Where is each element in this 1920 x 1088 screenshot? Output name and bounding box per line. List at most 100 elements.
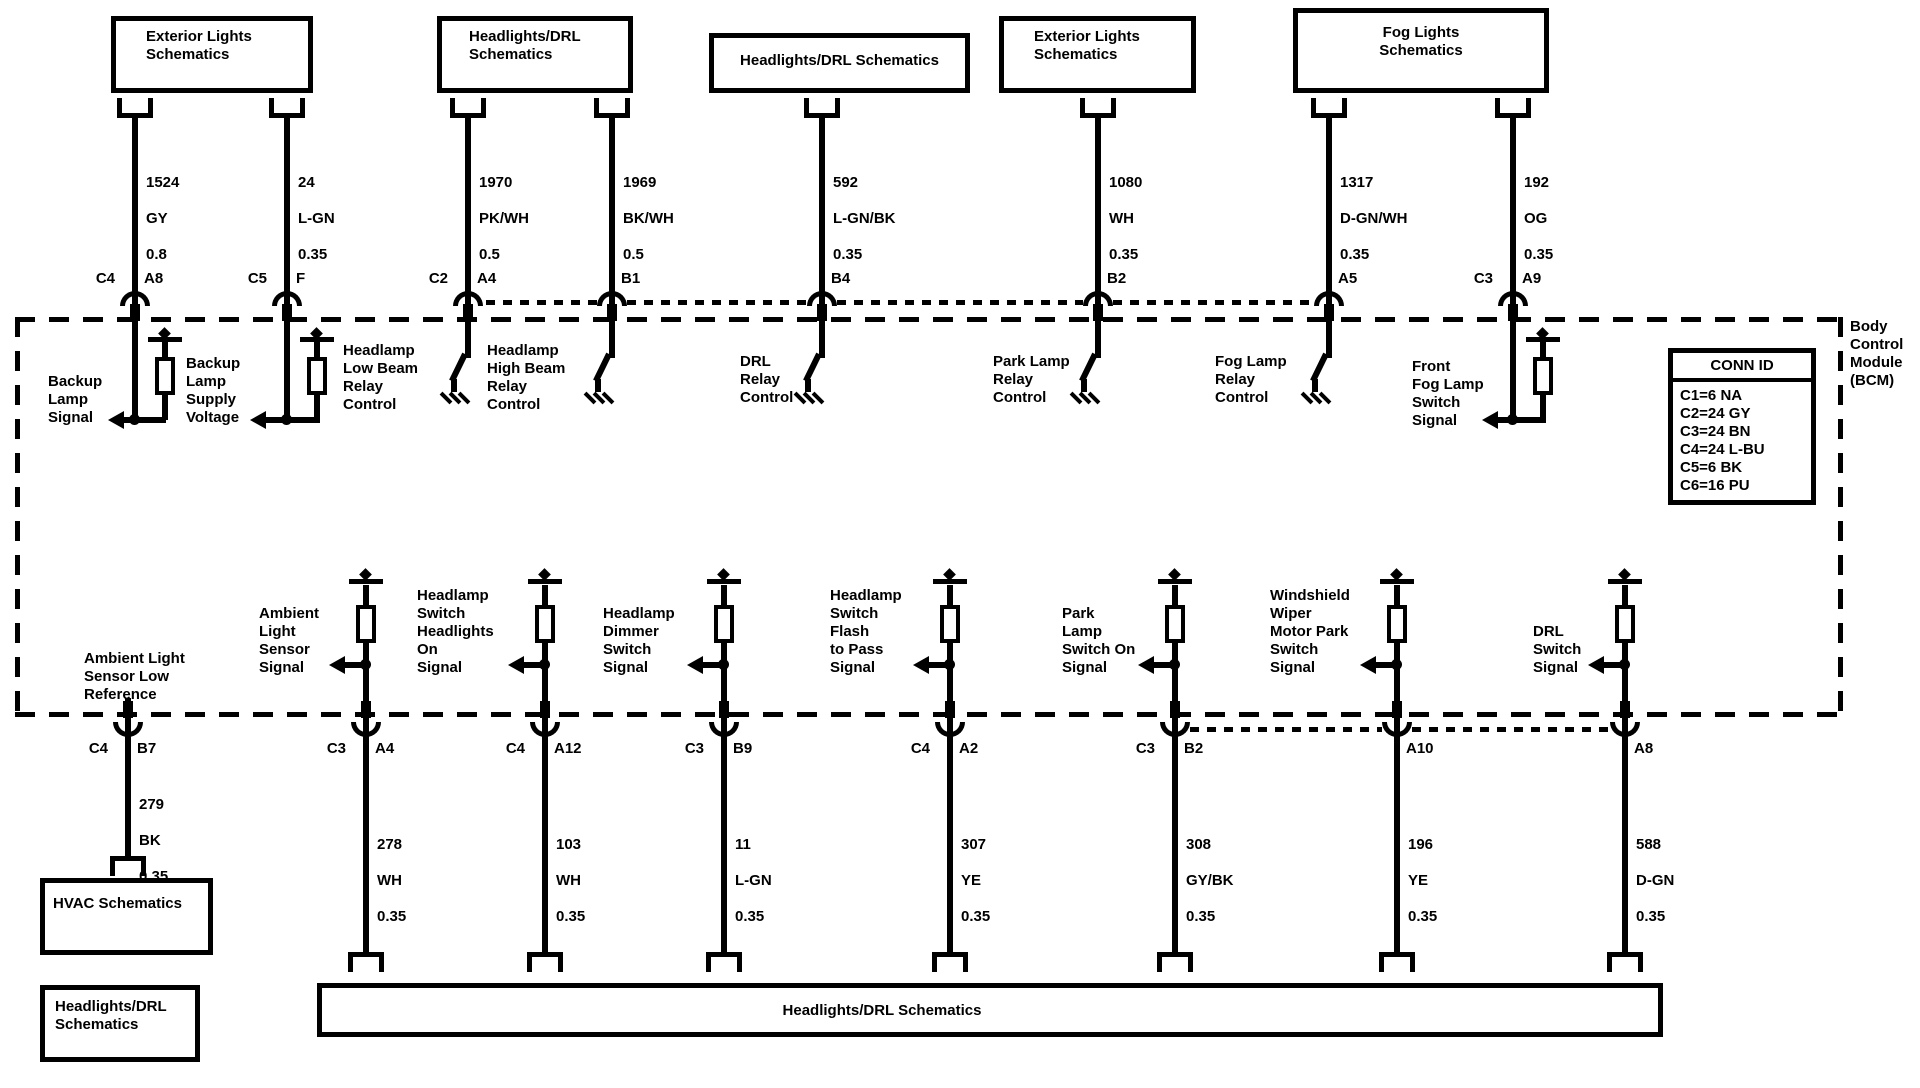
wire-gauge: 0.5 bbox=[623, 246, 644, 263]
pin-label: B2 bbox=[1107, 270, 1127, 287]
bracket-connector bbox=[117, 98, 153, 118]
connector-arc bbox=[935, 722, 965, 737]
pin-label: A4 bbox=[477, 270, 497, 287]
connector-dotted-line bbox=[1113, 300, 1314, 305]
wire-label: 307 YE 0.35 bbox=[961, 818, 990, 944]
signal-label: Headlamp High Beam Relay Control bbox=[487, 342, 566, 413]
circuit-number: 592 bbox=[833, 174, 859, 191]
ground-icon bbox=[1069, 379, 1108, 407]
junction-dot bbox=[718, 659, 729, 670]
signal-label: DRL Switch Signal bbox=[1533, 623, 1582, 676]
wire-color: L-GN bbox=[298, 210, 335, 227]
arrow-left-icon bbox=[1138, 656, 1154, 674]
connector-arc bbox=[120, 291, 150, 306]
ref-box-headlights-drl-1: Headlights/DRL Schematics bbox=[437, 16, 633, 93]
ref-box-label: Exterior Lights Schematics bbox=[146, 28, 252, 63]
wire-color: WH bbox=[377, 872, 402, 889]
connector-arc bbox=[1498, 291, 1528, 306]
wire-label: 196 YE 0.35 bbox=[1408, 818, 1437, 944]
junction-dot bbox=[1391, 659, 1402, 670]
wire-gauge: 0.35 bbox=[556, 908, 586, 925]
wire bbox=[542, 585, 548, 954]
ref-box-label: Fog Lights Schematics bbox=[1379, 24, 1463, 59]
junction-dot bbox=[360, 659, 371, 670]
ref-box-headlights-drl-2: Headlights/DRL Schematics bbox=[709, 33, 970, 93]
arrow-left-icon bbox=[1482, 411, 1498, 429]
wire-gauge: 0.35 bbox=[1186, 908, 1216, 925]
wire-gauge: 0.8 bbox=[146, 246, 167, 263]
circuit-number: 1080 bbox=[1109, 174, 1143, 191]
wire-gauge: 0.35 bbox=[961, 908, 991, 925]
ref-box-label: Headlights/DRL Schematics bbox=[782, 1002, 982, 1019]
conn-label: C5 bbox=[247, 270, 267, 287]
resistor bbox=[307, 357, 327, 395]
wire bbox=[125, 698, 131, 858]
wire-color: GY bbox=[146, 210, 168, 227]
connector-arc bbox=[709, 722, 739, 737]
wire bbox=[721, 585, 727, 954]
pin-label: B2 bbox=[1184, 740, 1204, 757]
signal-label: Headlamp Dimmer Switch Signal bbox=[603, 605, 675, 676]
wire bbox=[314, 395, 320, 420]
circuit-number: 192 bbox=[1524, 174, 1550, 191]
switch-blade-icon bbox=[803, 352, 822, 383]
supply-bar bbox=[349, 579, 383, 584]
wire-color: D-GN bbox=[1636, 872, 1675, 889]
bracket-connector bbox=[804, 98, 840, 118]
switch-blade-icon bbox=[1310, 352, 1329, 383]
wire-gauge: 0.5 bbox=[479, 246, 500, 263]
connector-pin-stub bbox=[1170, 701, 1180, 718]
wire bbox=[947, 585, 953, 954]
wire-gauge: 0.35 bbox=[1524, 246, 1554, 263]
bcm-label: Body Control Module (BCM) bbox=[1850, 318, 1904, 389]
connector-pin-stub bbox=[945, 701, 955, 718]
signal-label: Headlamp Switch Flash to Pass Signal bbox=[830, 587, 902, 676]
connector-arc bbox=[272, 291, 302, 306]
signal-label: Headlamp Switch Headlights On Signal bbox=[417, 587, 494, 676]
wire-label: 1524 GY 0.8 bbox=[146, 156, 179, 282]
ref-box-headlights-drl-small: Headlights/DRL Schematics bbox=[40, 985, 200, 1062]
supply-bar bbox=[300, 337, 334, 342]
bracket-connector bbox=[1607, 952, 1643, 972]
circuit-number: 278 bbox=[377, 836, 403, 853]
resistor bbox=[535, 605, 555, 643]
wire bbox=[266, 417, 320, 423]
ref-box-exterior-lights-2: Exterior Lights Schematics bbox=[999, 16, 1196, 93]
ground-icon bbox=[439, 379, 478, 407]
wire bbox=[465, 116, 471, 358]
connector-pin-stub bbox=[540, 701, 550, 718]
connector-arc bbox=[1160, 722, 1190, 737]
connector-pin-stub bbox=[719, 701, 729, 718]
wire-gauge: 0.35 bbox=[833, 246, 863, 263]
wire-label: 24 L-GN 0.35 bbox=[298, 156, 335, 282]
pin-label: B7 bbox=[137, 740, 157, 757]
ground-icon bbox=[583, 379, 622, 407]
connector-pin-stub bbox=[1093, 304, 1103, 321]
wire-gauge: 0.35 bbox=[1636, 908, 1666, 925]
connector-pin-stub bbox=[1324, 304, 1334, 321]
wire-gauge: 0.35 bbox=[1408, 908, 1438, 925]
connector-pin-stub bbox=[361, 701, 371, 718]
wire bbox=[363, 585, 369, 954]
connector-dotted-line bbox=[1190, 727, 1382, 732]
connector-arc bbox=[807, 291, 837, 306]
bcm-border-left bbox=[15, 317, 20, 717]
signal-label: Backup Lamp Supply Voltage bbox=[186, 355, 241, 426]
junction-dot bbox=[1507, 414, 1518, 425]
resistor bbox=[155, 357, 175, 395]
wire-label: 192 OG 0.35 bbox=[1524, 156, 1553, 282]
junction-dot bbox=[944, 659, 955, 670]
resistor bbox=[1533, 357, 1553, 395]
connector-arc bbox=[1083, 291, 1113, 306]
circuit-number: 24 bbox=[298, 174, 315, 191]
wire bbox=[929, 662, 953, 668]
wire-gauge: 0.35 bbox=[1340, 246, 1370, 263]
wire-label: 11 L-GN 0.35 bbox=[735, 818, 772, 944]
pin-label: A4 bbox=[375, 740, 395, 757]
signal-label: Ambient Light Sensor Signal bbox=[259, 605, 319, 676]
wire bbox=[1394, 585, 1400, 954]
bcm-border-right bbox=[1838, 317, 1843, 717]
connector-pin-stub bbox=[123, 701, 133, 718]
bracket-connector bbox=[527, 952, 563, 972]
wire-label: 278 WH 0.35 bbox=[377, 818, 406, 944]
